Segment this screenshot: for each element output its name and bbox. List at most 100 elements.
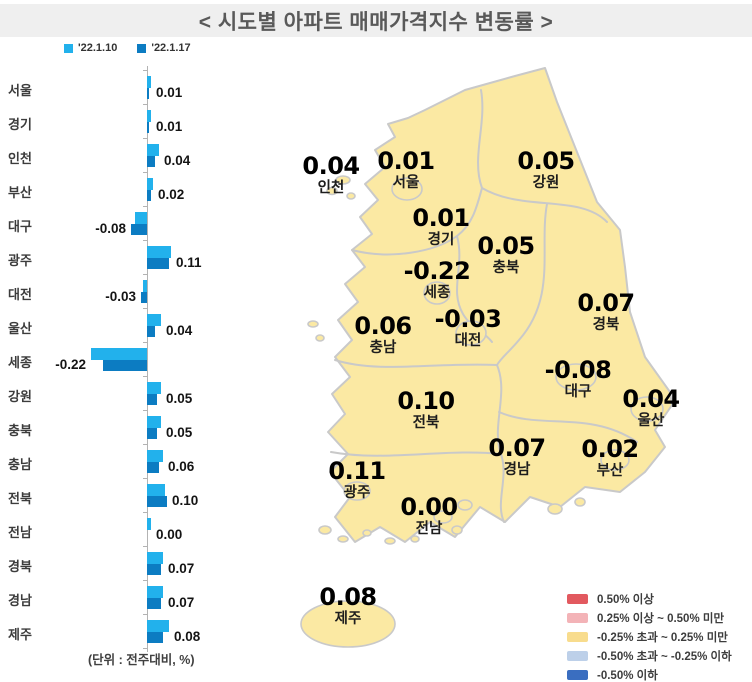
map-legend-label: 0.25% 이상 ~ 0.50% 미만 [597,613,725,625]
map-region-name: 울산 [637,413,665,429]
axis-tick [143,478,148,479]
bar-value-label: 0.10 [172,493,199,508]
bar-week1 [147,314,161,326]
bar-value-label: -0.03 [105,289,136,304]
map-legend-label: 0.50% 이상 [597,594,654,606]
bar-week1 [91,348,147,360]
axis-tick [143,240,148,241]
map-region-name: 경북 [592,317,620,333]
bar-week2 [147,598,161,609]
bar-row-category-label: 울산 [8,321,32,336]
axis-tick [143,512,148,513]
map-legend-item: 0.50% 이상 [567,591,732,607]
map-region-label: 0.05 충북 [441,233,571,277]
legend-swatch-icon [567,670,588,680]
daejeon-shape [455,320,487,346]
bar-week2 [147,496,167,507]
bar-week2 [147,156,155,167]
map-region-label: 0.04 인천 [266,152,396,197]
map-region-label: 0.00 전남 [364,493,494,538]
bar-row-category-label: 강원 [8,389,32,404]
map-legend-label: -0.25% 초과 ~ 0.25% 미만 [597,632,728,644]
map-legend-label: -0.50% 초과 ~ -0.25% 이하 [597,651,732,663]
map-region-name: 광주 [343,485,371,501]
map-region-value: 0.04 [302,152,360,180]
bar-value-label: 0.02 [158,187,185,202]
bar-row-category-label: 전남 [8,525,32,540]
axis-tick [143,274,148,275]
bar-row-category-label: 인천 [8,151,32,166]
map-region-value: -0.08 [544,356,612,384]
bar-row-category-label: 전북 [8,491,32,506]
bar-week2 [147,122,149,133]
bar-week2 [147,326,155,337]
bar-week2 [103,360,147,371]
map-region-value: -0.22 [403,257,471,285]
bar-row-category-label: 경북 [8,559,32,574]
bar-week1 [147,552,163,564]
map-region-name: 대구 [564,384,592,400]
bar-value-label: 0.01 [156,119,183,134]
bar-week1 [143,280,147,292]
bar-week2 [147,258,169,269]
bar-value-label: -0.08 [95,221,126,236]
bar-value-label: 0.07 [168,561,195,576]
bar-value-label: 0.04 [164,153,191,168]
bar-value-label: 0.01 [156,85,183,100]
bar-value-label: 0.11 [176,255,202,270]
jeju-island-shape [300,600,396,648]
map-legend-item: -0.50% 이하 [567,667,732,682]
bar-value-label: 0.08 [174,629,201,644]
map-region-name: 부산 [596,463,624,479]
legend-swatch-icon [137,43,147,53]
bar-week1 [147,382,161,394]
bar-legend-item: '22.1.10 [64,42,117,54]
bar-value-label: 0.05 [166,391,193,406]
map-region-name: 강원 [532,175,560,191]
map-region-label: 0.11 광주 [292,458,422,502]
map-region-value: 0.05 [517,147,575,175]
axis-tick [143,546,148,547]
bar-row-category-label: 충남 [8,457,32,472]
bar-week2 [147,190,151,201]
map-region-value: 0.07 [488,434,546,462]
axis-tick [143,104,148,105]
bar-week2 [147,394,157,405]
ulsan-shape [630,396,664,422]
bar-week2 [147,88,149,99]
map-region-label: 0.06 충남 [318,313,448,357]
bar-week1 [147,144,159,156]
bar-row-category-label: 경기 [8,117,32,132]
map-region-label: 0.07 경남 [452,434,582,479]
map-region-name: 경남 [503,462,531,478]
map-region-value: 0.00 [400,493,458,521]
axis-tick [143,648,148,649]
bar-row-category-label: 서울 [8,83,32,98]
bar-chart-axis [147,66,148,652]
axis-tick [143,70,148,71]
page-title: < 시도별 아파트 매매가격지수 변동률 > [0,4,752,37]
axis-tick [143,138,148,139]
map-region-name: 충북 [492,260,520,276]
unit-note: (단위 : 전주대비, %) [88,653,195,667]
axis-tick [143,308,148,309]
map-region-label: 0.01 서울 [341,148,471,192]
map-region-value: -0.03 [434,305,502,333]
bar-row-category-label: 대구 [8,219,32,234]
map-region-label: 0.07 경북 [541,290,671,334]
map-region-value: 0.08 [319,583,377,611]
map-region-label: -0.03 대전 [403,305,533,350]
bar-week2 [147,462,159,473]
bar-week1 [147,246,171,258]
bar-week1 [147,450,163,462]
map-region-name: 세종 [423,285,451,301]
busan-shape [600,449,630,471]
bar-row-category-label: 부산 [8,185,32,200]
bar-week1 [147,76,151,88]
bar-week2 [131,224,147,235]
bar-value-label: 0.00 [156,527,183,542]
map-region-name: 대전 [454,333,482,349]
map-region-name: 전남 [415,521,443,537]
bar-row-category-label: 광주 [8,253,32,268]
bar-week1 [147,620,169,632]
